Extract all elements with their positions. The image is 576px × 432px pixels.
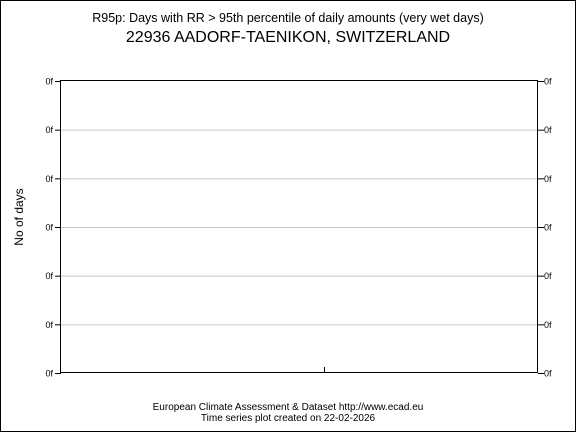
y-tick-label-right: 0f xyxy=(544,271,552,281)
y-tick-label-right: 0f xyxy=(544,369,552,379)
y-tick-label-left: 0f xyxy=(45,369,53,379)
grid-lines xyxy=(61,129,538,326)
y-tick-label-right: 0f xyxy=(544,174,552,184)
y-axis-right: 0f 0f 0f 0f 0f 0f 0f xyxy=(538,77,552,379)
y-axis-label: No of days xyxy=(12,188,26,245)
y-tick-label-left: 0f xyxy=(45,271,53,281)
chart-subtitle: 22936 AADORF-TAENIKON, SWITZERLAND xyxy=(126,29,450,46)
chart-title: R95p: Days with RR > 95th percentile of … xyxy=(92,11,484,25)
y-tick-label-right: 0f xyxy=(544,320,552,330)
y-tick-label-left: 0f xyxy=(45,125,53,135)
footer-source: European Climate Assessment & Dataset ht… xyxy=(153,402,424,413)
y-axis-left: 0f 0f 0f 0f 0f 0f 0f xyxy=(45,77,61,379)
footer-created: Time series plot created on 22-02-2026 xyxy=(201,413,376,424)
y-tick-label-left: 0f xyxy=(45,320,53,330)
y-tick-label-left: 0f xyxy=(45,223,53,233)
y-tick-label-right: 0f xyxy=(544,77,552,87)
plot-area xyxy=(60,80,538,373)
y-tick-label-left: 0f xyxy=(45,77,53,87)
y-tick-label-left: 0f xyxy=(45,174,53,184)
y-tick-label-right: 0f xyxy=(544,223,552,233)
y-tick-label-right: 0f xyxy=(544,125,552,135)
